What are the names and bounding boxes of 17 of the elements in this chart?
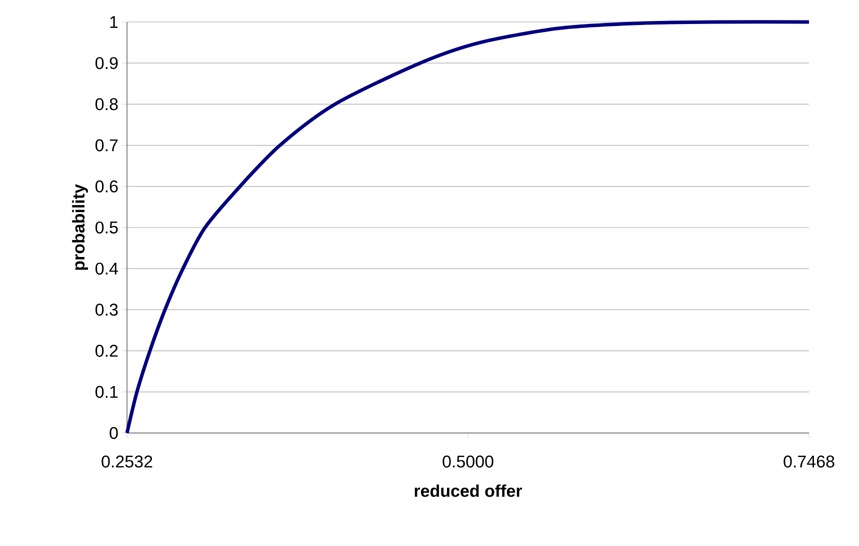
y-tick-label: 0.8 — [95, 98, 118, 110]
y-axis-title: probability — [72, 184, 88, 270]
y-tick-label: 0.1 — [95, 386, 118, 398]
x-tick-label: 0.5000 — [442, 456, 494, 468]
y-tick-label: 0.6 — [95, 180, 118, 192]
y-tick-label: 1 — [110, 16, 118, 28]
x-tick-label: 0.2532 — [102, 456, 152, 468]
y-tick-label: 0.4 — [95, 262, 118, 275]
y-tick-label: 0.7 — [95, 139, 118, 152]
x-axis-title: reduced offer — [414, 484, 522, 497]
y-tick-label: 0.2 — [95, 344, 118, 357]
line-series — [125, 20, 811, 435]
y-tick-label: 0 — [110, 426, 118, 440]
y-tick-label: 0.9 — [95, 57, 118, 70]
x-tick-label: 0.7468 — [784, 456, 834, 468]
y-tick-label: 0.3 — [95, 304, 118, 316]
y-tick-label: 0.5 — [95, 221, 118, 234]
